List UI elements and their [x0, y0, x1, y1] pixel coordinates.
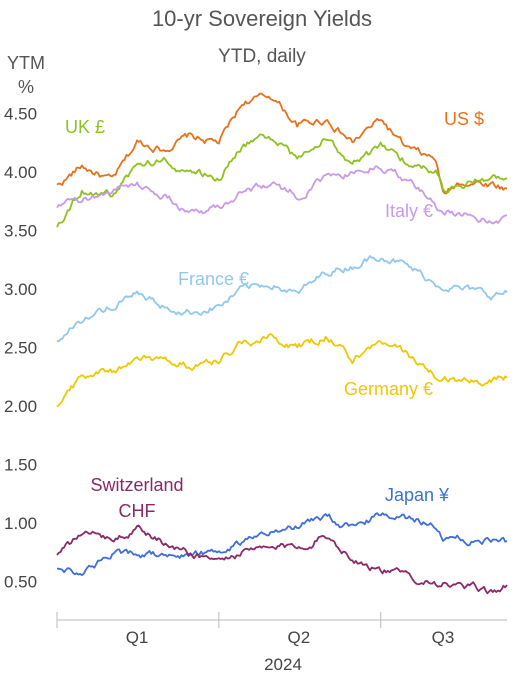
y-tick-4.00: 4.00 — [4, 163, 37, 182]
y-tick-3.50: 3.50 — [4, 221, 37, 240]
y-tick-3.00: 3.00 — [4, 280, 37, 299]
x-axis-tick-marks — [56, 612, 382, 628]
series-line-6 — [56, 524, 508, 595]
series-label-6-line1: Switzerland — [90, 475, 183, 495]
x-axis-label-year: 2024 — [264, 655, 302, 674]
series-line-5 — [56, 512, 508, 576]
y-tick-1.00: 1.00 — [4, 514, 37, 533]
series-label-3: France € — [178, 269, 249, 289]
y-tick-0.50: 0.50 — [4, 573, 37, 592]
chart-subtitle: YTD, daily — [218, 46, 306, 67]
chart-title: 10-yr Sovereign Yields — [152, 6, 372, 31]
y-tick-1.50: 1.50 — [4, 456, 37, 475]
x-tick-Q3: Q3 — [432, 628, 455, 647]
series-label-6-line2: CHF — [119, 501, 156, 521]
y-axis-label-ytm: YTM — [7, 53, 45, 73]
series-labels: US $ UK £ Italy € France € Germany € Japan ¥ S… — [65, 109, 484, 521]
x-tick-Q1: Q1 — [126, 628, 149, 647]
series-label-4: Germany € — [344, 379, 433, 399]
series-line-0 — [56, 92, 508, 195]
series-label-5: Japan ¥ — [385, 485, 450, 505]
series-line-4 — [56, 333, 508, 408]
series-line-1 — [56, 133, 508, 228]
y-tick-2.50: 2.50 — [4, 339, 37, 358]
y-axis-label-percent: % — [18, 77, 34, 97]
series-line-3 — [56, 255, 508, 343]
y-tick-2.00: 2.00 — [4, 397, 37, 416]
series-line-2 — [56, 165, 508, 225]
x-tick-Q2: Q2 — [288, 628, 311, 647]
y-tick-4.50: 4.50 — [4, 104, 37, 123]
series-lines — [56, 92, 508, 595]
series-label-0: US $ — [444, 109, 484, 129]
series-label-1: UK £ — [65, 117, 105, 137]
series-label-2: Italy € — [385, 201, 433, 221]
y-axis-ticks: 4.50 4.00 3.50 3.00 2.50 2.00 1.50 1.00 0.50 — [4, 104, 37, 591]
x-axis-tick-labels: Q1 Q2 Q3 — [126, 628, 455, 647]
